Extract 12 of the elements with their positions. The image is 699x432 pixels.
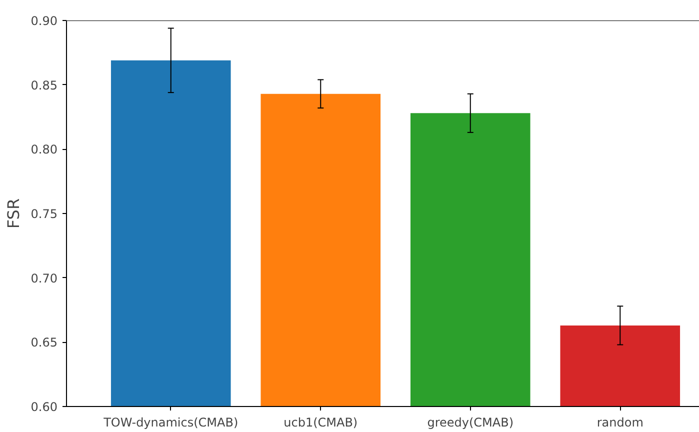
x-tick-label: random bbox=[596, 416, 644, 430]
y-tick-label: 0.80 bbox=[30, 142, 58, 157]
x-tick-label: TOW-dynamics(CMAB) bbox=[102, 416, 238, 430]
y-tick-label: 0.85 bbox=[30, 78, 58, 92]
y-tick-label: 0.60 bbox=[30, 400, 58, 414]
y-axis-title: FSR bbox=[4, 198, 23, 229]
y-tick-label: 0.65 bbox=[30, 336, 58, 350]
x-tick-label: greedy(CMAB) bbox=[427, 416, 514, 430]
x-tick-label: ucb1(CMAB) bbox=[284, 416, 358, 430]
y-tick-label: 0.70 bbox=[30, 271, 58, 286]
y-tick-label: 0.75 bbox=[30, 207, 58, 221]
y-tick-label: 0.90 bbox=[30, 14, 58, 28]
